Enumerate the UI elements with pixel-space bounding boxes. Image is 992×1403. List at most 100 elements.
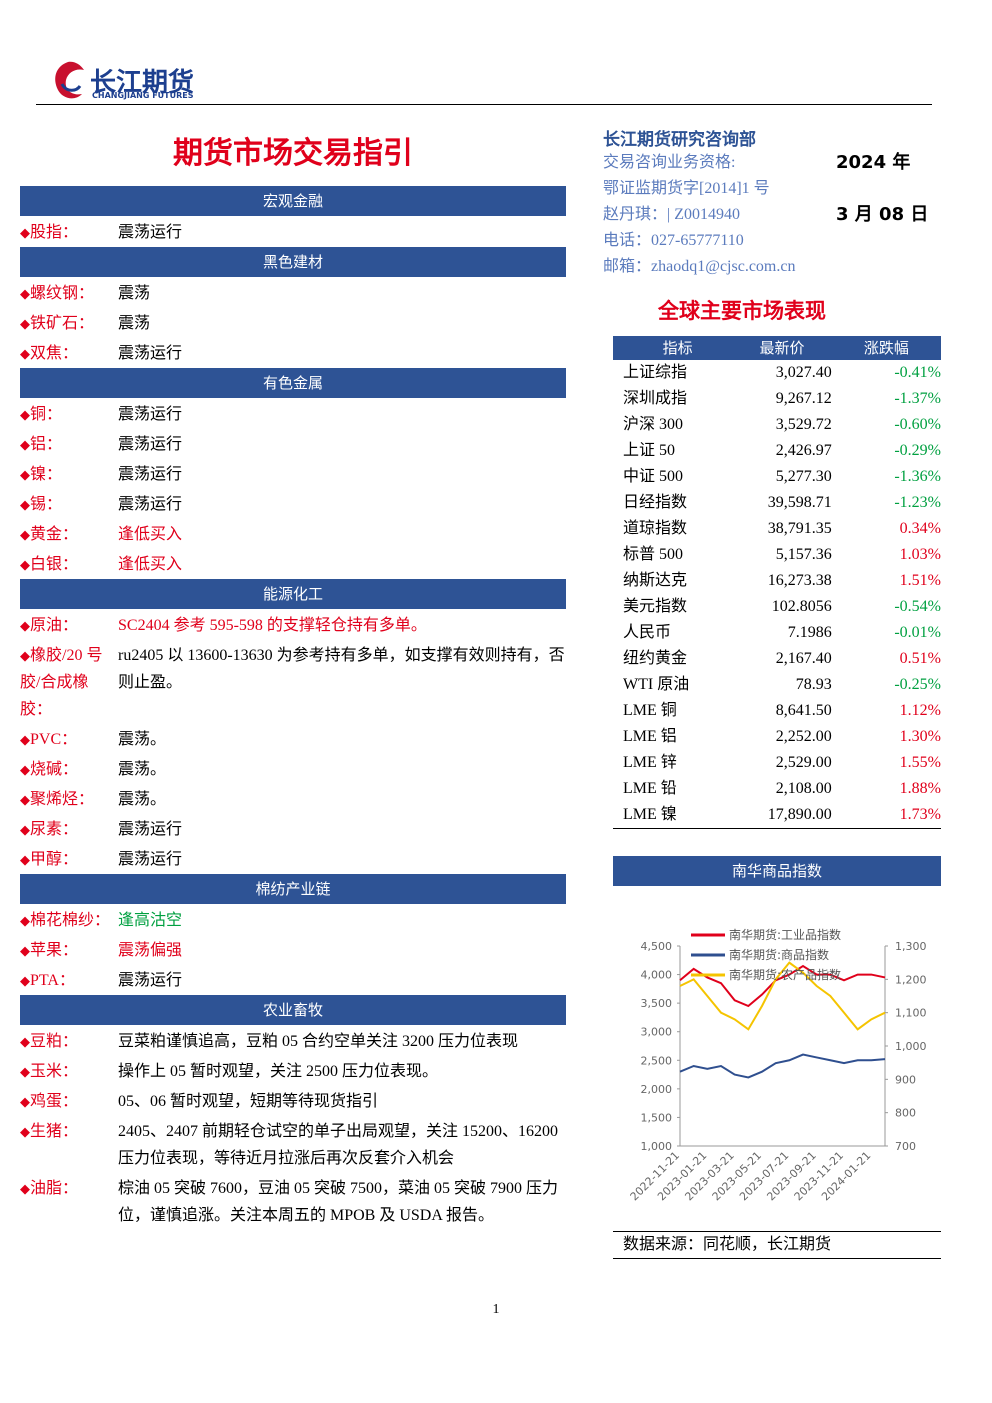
item-label: 螺纹钢： (20, 280, 118, 307)
dept: 长江期货研究咨询部 (603, 130, 756, 150)
page-number: 1 (492, 1302, 500, 1317)
item-value: 逢高沽空 (118, 911, 183, 929)
guide-row: PVC：震荡。 (20, 724, 566, 754)
item-label: 鸡蛋： (20, 1088, 118, 1115)
item-label: 铝： (20, 431, 118, 458)
table-cell: 16,273.38 (767, 572, 832, 589)
chart: 1,000 1,500 2,000 2,500 3,000 3,500 4,000 4,500… (628, 927, 927, 1203)
table-cell: LME 镍 (623, 806, 677, 823)
table-row: 中证 500 5,277.30 -1.36% (613, 464, 941, 490)
table-cell: -0.41% (894, 364, 941, 381)
item-value: 震荡。 (118, 730, 167, 748)
info-line: 邮箱：zhaodq1@cjsc.com.cn (603, 258, 796, 275)
column-header: 涨跌幅 (863, 339, 909, 357)
table-cell: 1.88% (899, 780, 941, 797)
table-cell: 2,529.00 (775, 754, 832, 771)
table-row: 日经指数 39,598.71 -1.23% (613, 490, 941, 516)
table-cell: 2,108.00 (775, 780, 832, 797)
section-header: 宏观金融 (20, 186, 566, 217)
table-row: 标普 500 5,157.36 1.03% (613, 542, 941, 568)
table-cell: 39,598.71 (767, 494, 832, 511)
table-cell: -0.60% (894, 416, 941, 433)
item-label: 铁矿石： (20, 310, 118, 337)
item-value: 震荡 (118, 284, 151, 302)
guide-row: 螺纹钢：震荡 (20, 278, 566, 308)
table-cell: -0.25% (894, 676, 941, 693)
table-cell: 5,157.36 (775, 546, 832, 563)
table-row: 美元指数 102.8056 -0.54% (613, 594, 941, 620)
guide-row: 尿素：震荡运行 (20, 814, 566, 844)
table-cell: 上证 50 (623, 442, 676, 459)
table-row: 纽约黄金 2,167.40 0.51% (613, 646, 941, 672)
guide-row: 聚烯烃：震荡。 (20, 784, 566, 814)
guide-row: 烧碱：震荡。 (20, 754, 566, 784)
column-header: 最新价 (759, 339, 805, 357)
table-cell: 1.55% (899, 754, 941, 771)
item-label: 甲醇： (20, 846, 118, 873)
y-tick-label: 2,500 (641, 1054, 673, 1067)
table-cell: 9,267.12 (775, 390, 832, 407)
y2-tick-label: 1,200 (895, 973, 927, 986)
item-value: 震荡运行 (118, 223, 183, 241)
market-title: 全球主要市场表现 (658, 299, 826, 323)
table-cell: 日经指数 (623, 494, 688, 511)
section-header: 有色金属 (20, 368, 566, 399)
table-cell: 标普 500 (623, 546, 684, 563)
table-row: LME 铜 8,641.50 1.12% (613, 698, 941, 724)
section-header: 黑色建材 (20, 247, 566, 278)
item-label: 尿素： (20, 816, 118, 843)
table-cell: 17,890.00 (767, 806, 832, 823)
section-header: 农业畜牧 (20, 995, 566, 1026)
table-cell: 美元指数 (623, 598, 688, 615)
market-table: 指标 最新价 涨跌幅上证综指 3,027.40 -0.41% 深圳成指 9,267.12 -1… (613, 336, 941, 829)
guide-row: 豆粕：豆菜粕谨慎追高，豆粕 05 合约空单关注 3200 压力位表现 (20, 1026, 566, 1056)
y2-tick-label: 900 (895, 1073, 916, 1086)
table-header: 指标 最新价 涨跌幅 (613, 336, 941, 360)
y-tick-label: 4,500 (641, 940, 673, 953)
guide-row: 锡：震荡运行 (20, 489, 566, 519)
guide-row: PTA：震荡运行 (20, 965, 566, 995)
guide-row: 甲醇：震荡运行 (20, 844, 566, 874)
item-value: 逢低买入 (118, 555, 183, 573)
table-row: LME 铝 2,252.00 1.30% (613, 724, 941, 750)
y2-tick-label: 1,000 (895, 1040, 927, 1053)
table-row: 沪深 300 3,529.72 -0.60% (613, 412, 941, 438)
line-series (679, 961, 886, 1031)
rule (613, 1231, 941, 1232)
y-tick-label: 3,000 (641, 1026, 673, 1039)
y2-tick-label: 1,100 (895, 1007, 927, 1020)
header-rule (36, 104, 932, 105)
item-value: 震荡。 (118, 760, 167, 778)
table-cell: LME 铝 (623, 728, 677, 745)
guide-row: 黄金：逢低买入 (20, 519, 566, 549)
year: 2024 年 (836, 152, 911, 173)
chart-title: 南华商品指数 (613, 856, 941, 887)
item-value: 震荡偏强 (118, 941, 183, 959)
guide-column: 宏观金融股指：震荡运行黑色建材螺纹钢：震荡铁矿石：震荡双焦：震荡运行有色金属铜：… (20, 186, 566, 1230)
item-label: 橡胶/20 号胶/合成橡胶： (20, 642, 118, 723)
guide-row: 生猪：2405、2407 前期轻仓试空的单子出局观望，关注 15200、1620… (20, 1116, 566, 1173)
section-header: 棉纺产业链 (20, 874, 566, 905)
y-tick-label: 2,000 (641, 1083, 673, 1096)
item-label: 苹果： (20, 937, 118, 964)
y-tick-label: 3,500 (641, 997, 673, 1010)
table-cell: 深圳成指 (623, 390, 688, 407)
item-label: 铜： (20, 401, 118, 428)
item-label: 聚烯烃： (20, 786, 118, 813)
column-header: 指标 (662, 339, 693, 357)
guide-row: 油脂：棕油 05 突破 7600，豆油 05 突破 7500，菜油 05 突破 … (20, 1173, 566, 1230)
table-cell: 纽约黄金 (623, 650, 688, 667)
y-tick-label: 1,000 (641, 1140, 673, 1153)
y-tick-label: 1,500 (641, 1111, 673, 1124)
line-series (679, 1053, 886, 1079)
item-label: 棉花棉纱： (20, 907, 118, 934)
table-row: 上证综指 3,027.40 -0.41% (613, 360, 941, 386)
item-value: 震荡。 (118, 790, 167, 808)
y2-tick-label: 1,300 (895, 940, 927, 953)
item-label: 烧碱： (20, 756, 118, 783)
table-cell: LME 铅 (623, 780, 677, 797)
table-cell: 1.03% (899, 546, 941, 563)
table-cell: -1.36% (894, 468, 941, 485)
table-cell: 1.30% (899, 728, 941, 745)
